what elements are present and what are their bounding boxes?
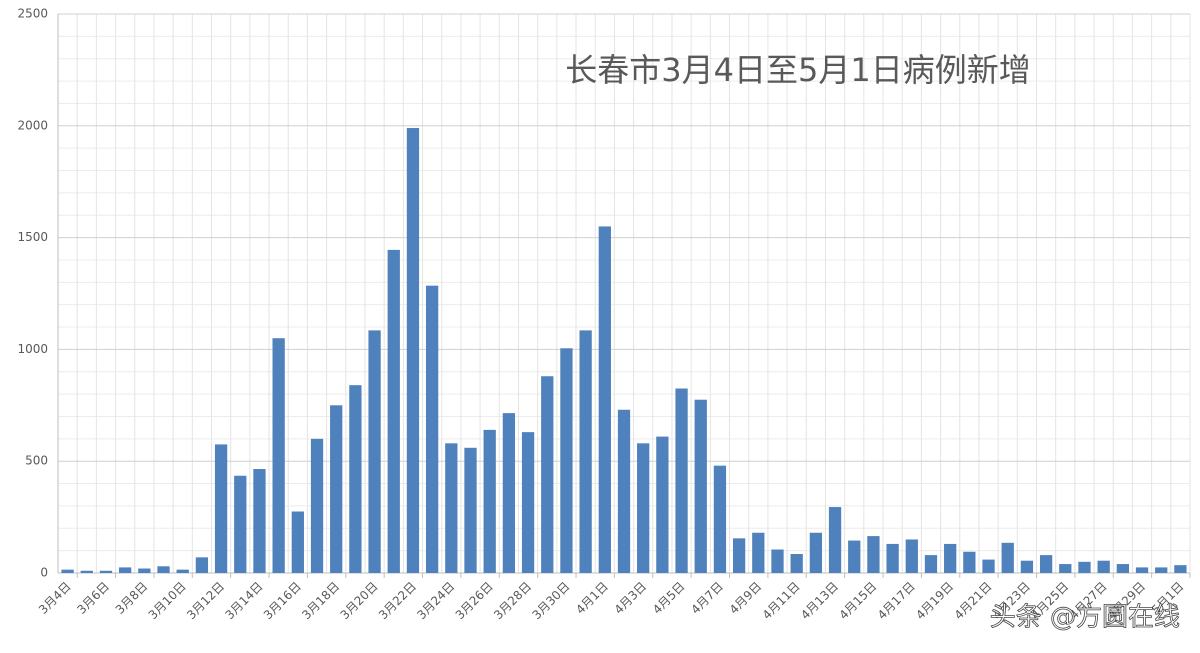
bar bbox=[1116, 564, 1129, 573]
bar bbox=[1155, 567, 1168, 573]
x-tick-label: 3月22日 bbox=[376, 579, 419, 622]
bar bbox=[675, 388, 688, 573]
x-tick-label: 4月3日 bbox=[612, 579, 650, 617]
x-tick-label: 3月8日 bbox=[113, 579, 151, 617]
bar bbox=[330, 405, 343, 573]
x-tick-label: 3月4日 bbox=[36, 579, 74, 617]
watermark: 头条 @方圆在线 bbox=[990, 603, 1180, 633]
bar bbox=[483, 429, 496, 573]
bar bbox=[1135, 567, 1149, 573]
bar bbox=[694, 399, 707, 573]
bar bbox=[387, 249, 400, 573]
x-tick-label: 4月5日 bbox=[650, 579, 688, 617]
x-tick-label: 3月14日 bbox=[223, 579, 266, 622]
bar bbox=[713, 465, 727, 573]
bar bbox=[982, 559, 995, 573]
y-tick-label: 2000 bbox=[17, 118, 48, 132]
bar bbox=[541, 376, 554, 573]
bar bbox=[732, 538, 746, 573]
x-tick-label: 3月12日 bbox=[184, 579, 227, 622]
bar bbox=[1001, 542, 1014, 573]
bar bbox=[61, 569, 74, 573]
bars bbox=[61, 128, 1187, 574]
bar bbox=[790, 553, 803, 573]
x-tick-label: 3月30日 bbox=[529, 579, 572, 622]
bar bbox=[809, 532, 823, 573]
bar bbox=[886, 543, 899, 573]
y-tick-label: 1500 bbox=[17, 230, 48, 244]
bar bbox=[598, 226, 611, 574]
x-tick-label: 3月10日 bbox=[146, 579, 189, 622]
bar bbox=[99, 570, 113, 573]
x-tick-label: 4月1日 bbox=[573, 579, 611, 617]
bar bbox=[195, 557, 209, 573]
bar bbox=[368, 330, 381, 573]
bar bbox=[828, 507, 842, 573]
bar bbox=[560, 348, 573, 573]
bar bbox=[214, 444, 228, 573]
bar bbox=[80, 570, 93, 573]
bar bbox=[272, 338, 285, 573]
bar bbox=[1097, 560, 1110, 573]
bar bbox=[464, 447, 477, 573]
x-tick-label: 4月21日 bbox=[952, 579, 995, 622]
bar bbox=[924, 555, 938, 573]
x-tick-label: 4月19日 bbox=[913, 579, 956, 622]
bar bbox=[406, 128, 420, 573]
x-tick-label: 3月24日 bbox=[414, 579, 457, 622]
x-tick-label: 3月20日 bbox=[338, 579, 381, 622]
x-tick-label: 4月7日 bbox=[688, 579, 726, 617]
bar bbox=[119, 567, 132, 573]
grid bbox=[57, 13, 1191, 578]
bar bbox=[963, 551, 976, 573]
bar bbox=[176, 569, 189, 573]
bar bbox=[1059, 564, 1072, 573]
bar bbox=[253, 469, 266, 573]
bar bbox=[905, 539, 918, 573]
bar bbox=[752, 532, 765, 573]
x-tick-label: 4月13日 bbox=[798, 579, 841, 622]
bar bbox=[637, 443, 650, 573]
bar bbox=[944, 543, 957, 573]
bar bbox=[310, 438, 324, 573]
y-tick-label: 1000 bbox=[17, 342, 48, 356]
bar bbox=[867, 536, 880, 573]
bar bbox=[234, 475, 247, 573]
bar bbox=[157, 566, 170, 573]
x-tick-label: 3月26日 bbox=[453, 579, 496, 622]
bar bbox=[617, 409, 631, 573]
bar bbox=[425, 285, 439, 573]
bar bbox=[445, 443, 458, 573]
bar bbox=[521, 432, 535, 573]
x-tick-label: 4月17日 bbox=[875, 579, 918, 622]
x-tick-label: 3月18日 bbox=[299, 579, 342, 622]
x-tick-label: 3月6日 bbox=[74, 579, 112, 617]
bar bbox=[138, 568, 151, 573]
bar bbox=[1174, 565, 1187, 573]
bar bbox=[579, 330, 592, 573]
x-tick-label: 4月9日 bbox=[727, 579, 765, 617]
y-tick-label: 0 bbox=[40, 566, 48, 580]
x-tick-label: 4月15日 bbox=[836, 579, 879, 622]
bar bbox=[1039, 555, 1053, 573]
bar bbox=[771, 549, 784, 573]
bar bbox=[848, 540, 861, 573]
bar bbox=[349, 385, 362, 573]
x-tick-label: 4月11日 bbox=[760, 579, 803, 622]
y-tick-label: 500 bbox=[25, 454, 48, 468]
bar bbox=[1020, 560, 1034, 573]
bar bbox=[656, 436, 669, 573]
chart-title: 长春市3月4日至5月1日病例新增 bbox=[565, 51, 1030, 89]
x-tick-label: 3月16日 bbox=[261, 579, 304, 622]
y-tick-label: 2500 bbox=[17, 7, 48, 21]
bar bbox=[502, 413, 516, 573]
x-tick-label: 3月28日 bbox=[491, 579, 534, 622]
bar bbox=[1078, 561, 1091, 573]
bar bbox=[291, 511, 304, 573]
